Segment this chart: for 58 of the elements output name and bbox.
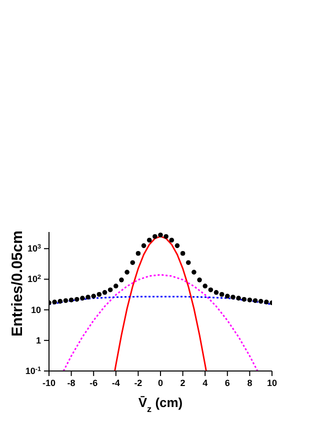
x-tick-label: -10 (42, 378, 56, 388)
point (197, 278, 202, 282)
point (264, 300, 269, 304)
point (214, 290, 219, 295)
x-tick-label: 10 (266, 378, 278, 388)
x-tick-label: -4 (112, 378, 120, 388)
point (119, 278, 124, 282)
point (130, 260, 136, 265)
y-axis-title: Entries/0.05cm (9, 230, 26, 336)
point (108, 287, 113, 292)
point (219, 292, 224, 297)
point (146, 238, 152, 243)
y-tick-label: 10$^{-1}$ (25, 366, 42, 376)
point (252, 298, 258, 304)
x-tick-label: 8 (247, 378, 252, 388)
point (247, 298, 252, 302)
point (136, 250, 141, 256)
x-axis-title: V̄$_{z}$ (cm) (138, 395, 183, 414)
y-tick-label: 1 (36, 335, 41, 346)
point (258, 298, 264, 304)
y-tick-label: 10 (30, 304, 41, 315)
point (236, 296, 241, 301)
point (242, 296, 247, 302)
point (225, 294, 230, 299)
point (124, 270, 130, 275)
x-tick-label: 4 (202, 378, 208, 388)
point (58, 298, 63, 304)
point (158, 232, 163, 238)
x-tick-label: -2 (134, 378, 142, 388)
point (52, 300, 57, 304)
x-tick-label: 2 (180, 378, 186, 388)
point (68, 298, 74, 302)
point (202, 284, 208, 288)
point (230, 294, 236, 300)
point (164, 234, 168, 239)
point (63, 298, 68, 304)
point (208, 287, 214, 292)
point (180, 250, 186, 256)
point (192, 270, 196, 275)
point (80, 296, 85, 301)
x-tick-label: 0 (158, 378, 164, 388)
point (186, 260, 191, 265)
point (114, 284, 118, 288)
point (74, 296, 80, 302)
point (102, 290, 108, 295)
x-tick-label: 6 (224, 378, 230, 388)
x-tick-label: -6 (90, 378, 98, 388)
point (169, 238, 174, 243)
y-tick-label: 10$^{3}$ (27, 243, 42, 254)
point (86, 294, 90, 300)
point (96, 292, 102, 297)
point (141, 243, 146, 248)
point (152, 234, 158, 239)
point (174, 243, 180, 248)
point (91, 294, 96, 299)
x-tick-label: -8 (67, 378, 76, 388)
line-series (62, 274, 258, 371)
y-tick-label: 10$^{2}$ (27, 274, 42, 284)
